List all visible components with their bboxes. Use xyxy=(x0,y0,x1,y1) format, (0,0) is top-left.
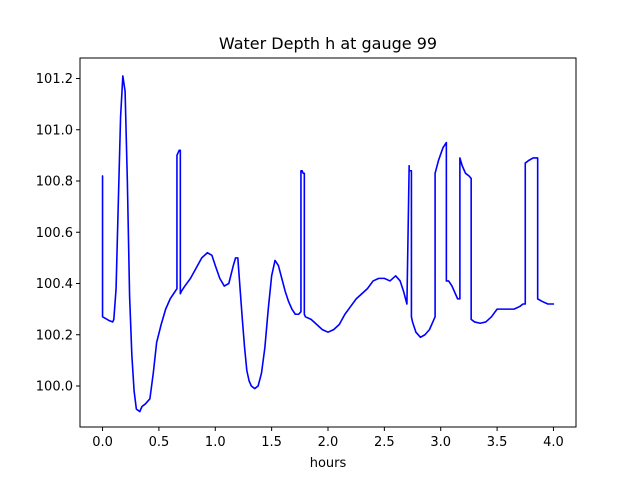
x-tick-label: 0.0 xyxy=(92,435,113,450)
x-tick-label: 3.0 xyxy=(430,435,451,450)
x-tick-label: 0.5 xyxy=(149,435,170,450)
y-tick-label: 100.2 xyxy=(36,328,73,343)
x-tick-label: 1.0 xyxy=(205,435,226,450)
series-line-0 xyxy=(101,75,555,413)
series-layer xyxy=(101,75,555,413)
x-axis-label: hours xyxy=(310,456,347,471)
y-tick-label: 100.0 xyxy=(36,380,73,395)
chart-title: Water Depth h at gauge 99 xyxy=(219,34,437,53)
x-tick-label: 1.5 xyxy=(261,435,282,450)
x-tick-label: 4.0 xyxy=(543,435,564,450)
x-axis-ticks: 0.0 0.5 1.0 1.5 2.0 2.5 3.0 3.5 4.0 xyxy=(92,427,564,450)
x-tick-label: 2.0 xyxy=(318,435,339,450)
y-tick-label: 100.4 xyxy=(36,277,73,292)
y-tick-label: 101.2 xyxy=(36,72,73,87)
x-tick-label: 3.5 xyxy=(487,435,508,450)
x-tick-label: 2.5 xyxy=(374,435,395,450)
plot-frame xyxy=(79,57,577,428)
y-axis-ticks: 100.0 100.2 100.4 100.6 100.8 101.0 101.2 xyxy=(36,72,80,395)
y-tick-label: 101.0 xyxy=(36,123,73,138)
y-tick-label: 100.6 xyxy=(36,226,73,241)
y-tick-label: 100.8 xyxy=(36,175,73,190)
